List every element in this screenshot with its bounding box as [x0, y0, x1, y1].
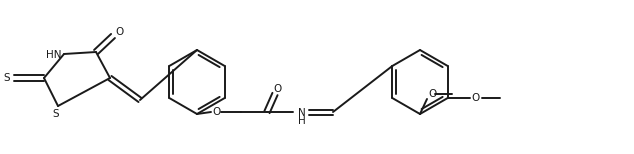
- Text: S: S: [53, 109, 60, 119]
- Text: O: O: [273, 84, 281, 94]
- Text: O: O: [115, 27, 123, 37]
- Text: O: O: [428, 89, 436, 99]
- Text: O: O: [472, 93, 480, 103]
- Text: H: H: [298, 116, 306, 126]
- Text: O: O: [212, 107, 220, 117]
- Text: S: S: [4, 73, 10, 83]
- Text: N: N: [298, 108, 306, 118]
- Text: HN: HN: [46, 50, 61, 60]
